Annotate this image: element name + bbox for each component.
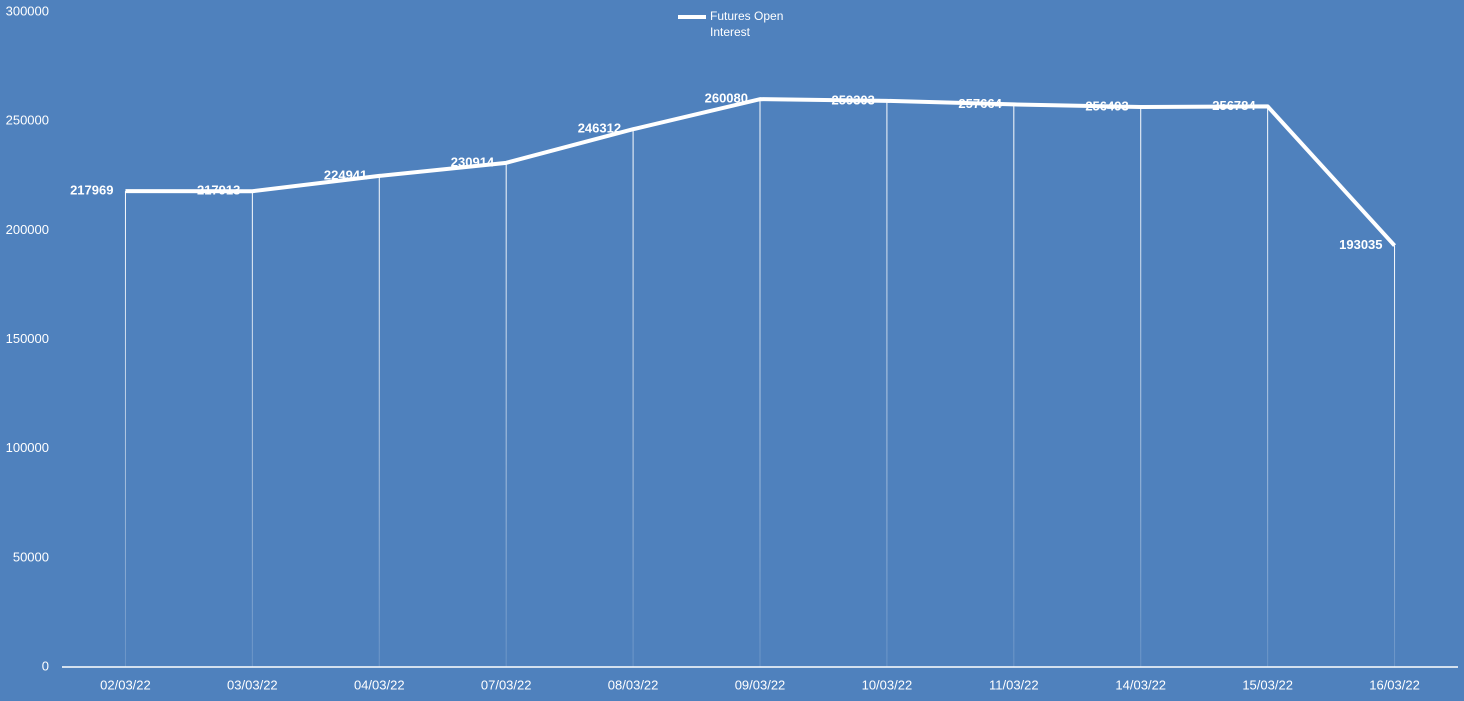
y-tick-label: 50000 <box>13 549 49 564</box>
x-tick-label: 14/03/22 <box>1115 677 1166 692</box>
legend: Futures Open Interest <box>678 8 790 40</box>
drop-line <box>886 100 888 668</box>
legend-label: Futures Open Interest <box>710 9 784 39</box>
data-label: 259303 <box>832 92 875 107</box>
drop-line <box>1140 106 1142 667</box>
data-label: 193035 <box>1339 237 1382 252</box>
y-tick-label: 200000 <box>6 222 49 237</box>
series-line <box>125 97 1397 247</box>
y-tick-label: 150000 <box>6 331 49 346</box>
y-tick-label: 300000 <box>6 3 49 18</box>
drop-line <box>1267 106 1269 668</box>
data-label: 230914 <box>451 154 495 169</box>
drop-line <box>505 162 507 667</box>
x-tick-label: 03/03/22 <box>227 677 278 692</box>
legend-swatch <box>678 15 706 19</box>
data-label: 257664 <box>958 96 1002 111</box>
data-label: 224941 <box>324 167 367 182</box>
data-label: 256784 <box>1212 98 1256 113</box>
drop-line <box>759 99 761 667</box>
x-tick-label: 02/03/22 <box>100 677 151 692</box>
drop-line <box>378 175 380 667</box>
x-tick-label: 07/03/22 <box>481 677 532 692</box>
x-tick-label: 10/03/22 <box>862 677 913 692</box>
x-tick-label: 11/03/22 <box>989 677 1039 692</box>
x-tick-label: 09/03/22 <box>735 677 786 692</box>
data-label: 217969 <box>70 183 113 198</box>
drop-line <box>632 129 634 667</box>
data-label: 217913 <box>197 183 240 198</box>
drop-line <box>1394 245 1396 667</box>
drop-line <box>124 191 126 667</box>
x-tick-label: 04/03/22 <box>354 677 405 692</box>
y-tick-label: 0 <box>42 658 49 673</box>
data-label: 256493 <box>1085 98 1128 113</box>
drop-line <box>1013 104 1015 668</box>
data-label: 246312 <box>578 121 621 136</box>
x-tick-label: 08/03/22 <box>608 677 659 692</box>
drop-line <box>251 191 253 668</box>
x-tick-label: 15/03/22 <box>1242 677 1293 692</box>
y-tick-label: 100000 <box>6 440 49 455</box>
data-label: 260080 <box>705 91 748 106</box>
y-tick-label: 250000 <box>6 113 49 128</box>
x-tick-label: 16/03/22 <box>1369 677 1420 692</box>
